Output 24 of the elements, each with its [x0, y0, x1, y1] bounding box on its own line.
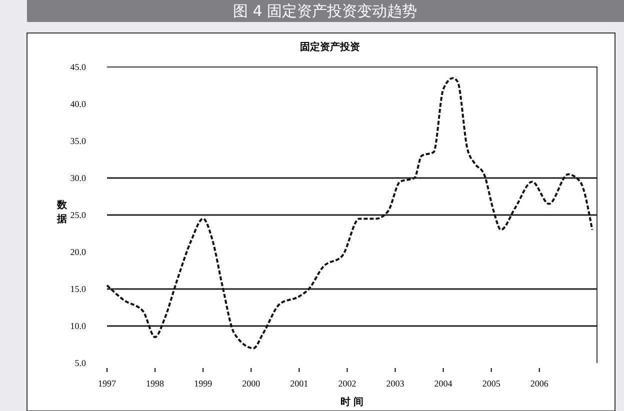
x-tick-label: 2006 — [530, 378, 549, 389]
y-tick-label: 5.0 — [74, 358, 86, 368]
x-axis-title: 时 间 — [340, 396, 364, 408]
y-tick-label: 15.0 — [70, 284, 86, 294]
x-tick-label: 2001 — [290, 378, 308, 389]
y-tick-label: 10.0 — [70, 320, 86, 331]
x-tick-label: 2000 — [242, 378, 261, 389]
x-tick-label: 2002 — [338, 378, 356, 389]
y-tick-label: 45.0 — [70, 62, 86, 72]
y-tick-label: 30.0 — [70, 172, 86, 183]
x-tick-label: 1998 — [146, 378, 165, 389]
x-tick-label: 2003 — [386, 378, 405, 389]
x-tick-label: 2005 — [482, 378, 501, 389]
chart-title: 图 4 固定资产投资变动趋势 — [232, 2, 418, 20]
y-tick-label: 25.0 — [70, 210, 86, 220]
y-axis-title: 数据 — [56, 199, 68, 225]
x-tick-label: 1999 — [194, 378, 213, 389]
y-tick-label: 40.0 — [70, 98, 86, 109]
y-tick-label: 35.0 — [70, 136, 86, 146]
x-tick-label: 2004 — [434, 378, 453, 389]
y-tick-label: 20.0 — [70, 246, 86, 257]
x-tick-label: 1997 — [98, 378, 116, 389]
line-series — [106, 77, 594, 350]
chart-subtitle: 固定资产投资 — [300, 41, 360, 53]
